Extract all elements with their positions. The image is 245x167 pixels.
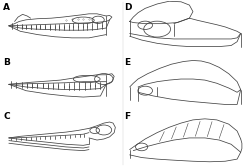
Text: F: F (124, 113, 130, 121)
Text: A: A (3, 3, 10, 12)
Text: E: E (124, 58, 130, 67)
Text: C: C (3, 113, 10, 121)
Text: B: B (3, 58, 10, 67)
Text: D: D (124, 3, 131, 12)
